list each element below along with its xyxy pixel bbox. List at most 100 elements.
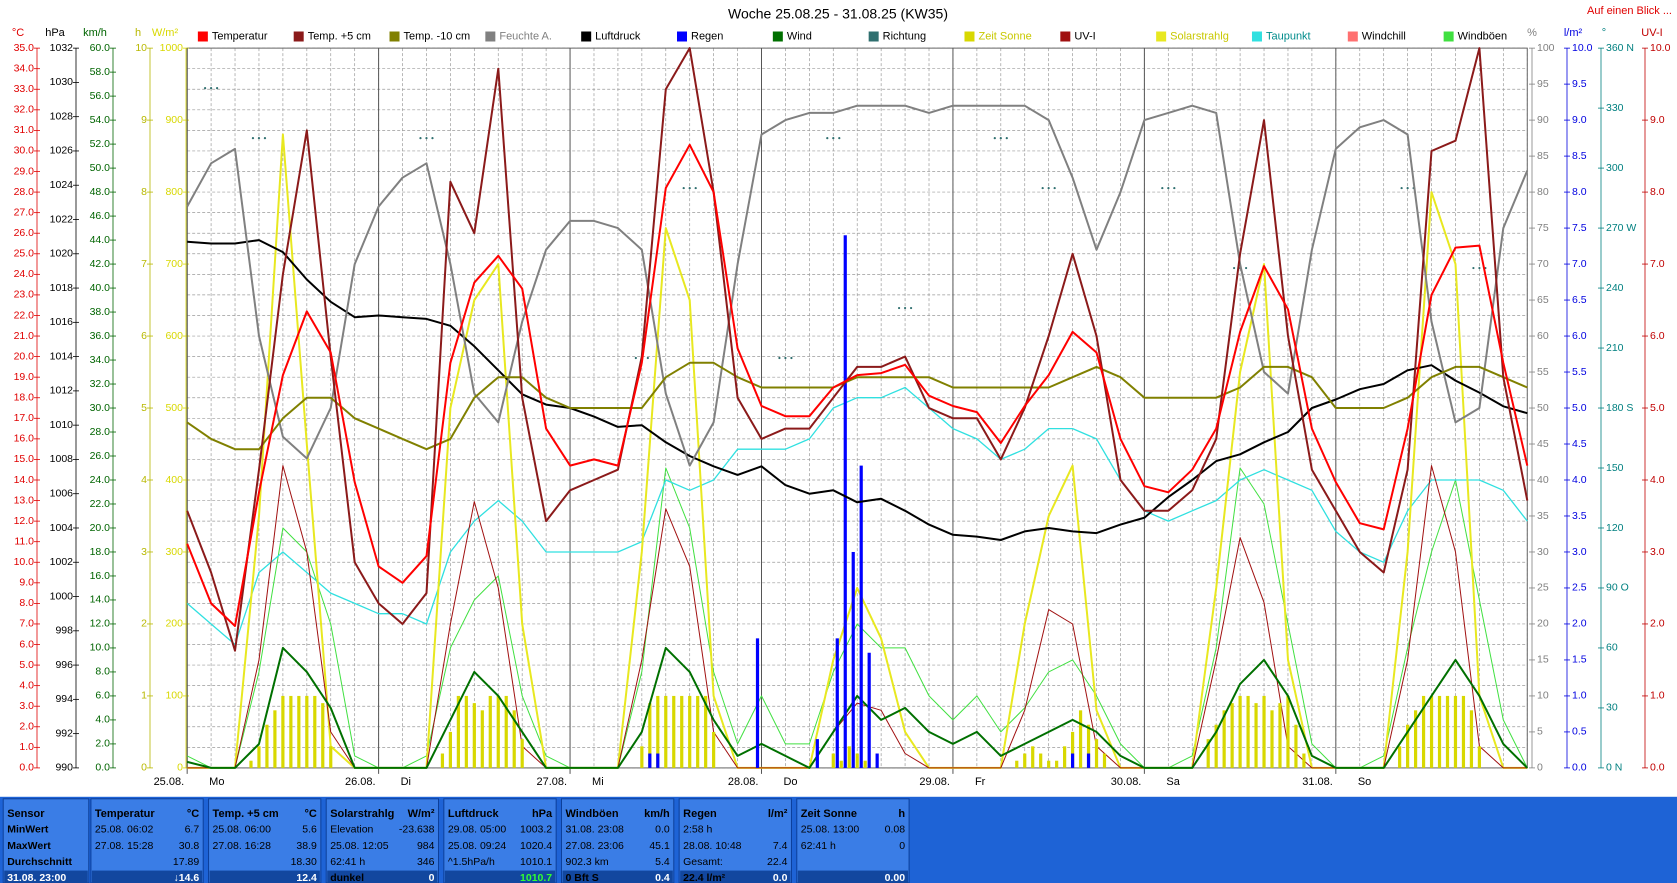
y-tick-label: 0.0: [1572, 762, 1587, 774]
y-tick-label: 330: [1606, 102, 1624, 114]
y-tick-label: 3.0: [1572, 546, 1587, 558]
legend-swatch: [677, 31, 688, 42]
bar: [1429, 695, 1434, 768]
direction-dot: [634, 356, 637, 360]
table-cell: 31.08. 23:00: [7, 872, 66, 883]
y-tick-label: 30.0: [90, 402, 111, 414]
table-cell: Durchschnitt: [7, 856, 72, 868]
y-tick-label: 0: [1537, 762, 1543, 774]
y-tick-label: 70: [1537, 258, 1549, 270]
y-tick-label: 25: [1537, 582, 1549, 594]
table-cell-value: 7.4: [773, 840, 788, 852]
y-tick-label: 8: [141, 186, 147, 198]
bar: [1461, 695, 1466, 768]
y-tick-label: 1018: [50, 282, 74, 294]
y-tick-label: 10: [135, 42, 147, 54]
series-line: [187, 239, 1528, 541]
bar: [273, 710, 277, 768]
y-tick-label: 38.0: [90, 306, 111, 318]
direction-dot: [1245, 266, 1248, 270]
y-tick-label: 42.0: [90, 258, 111, 270]
table-cell-value: 0.0: [655, 824, 670, 836]
legend-label: Windböen: [1458, 30, 1508, 42]
axis-unit: h: [135, 27, 141, 39]
axis-unit: %: [1527, 27, 1537, 39]
table-cell: 902.3 km: [565, 856, 608, 868]
y-tick-label: 95: [1537, 78, 1549, 90]
y-tick-label: 400: [165, 474, 183, 486]
legend-label: Regen: [691, 30, 723, 42]
bar: [1453, 695, 1458, 768]
bar: [1086, 753, 1091, 768]
y-tick-label: 32.0: [14, 104, 35, 116]
table-cell-value: 30.8: [179, 840, 200, 852]
table-column: [208, 798, 322, 883]
y-tick-label: 80: [1537, 186, 1549, 198]
y-tick-label: 2: [141, 618, 147, 630]
bar: [1421, 695, 1426, 768]
bar: [1086, 724, 1091, 768]
y-tick-label: 54.0: [90, 114, 111, 126]
bar: [1262, 695, 1266, 768]
bar: [656, 695, 660, 768]
y-tick-label: 0.5: [1572, 726, 1587, 738]
y-tick-label: 1.5: [1572, 654, 1587, 666]
axis-unit: °: [1602, 27, 1606, 39]
direction-dot: [1173, 186, 1176, 190]
y-tick-label: 30: [1606, 702, 1618, 714]
table-cell-value: 0.0: [773, 872, 788, 883]
table-header-unit: km/h: [644, 808, 670, 820]
y-tick-label: 18.0: [90, 546, 111, 558]
axis-unit: °C: [12, 27, 24, 39]
table-cell: 27.08. 16:28: [213, 840, 272, 852]
y-tick-label: 4.0: [19, 679, 34, 691]
bar: [1230, 703, 1234, 768]
overview-link[interactable]: Auf einen Blick ...: [1587, 5, 1672, 17]
bar: [851, 551, 855, 768]
legend-label: Wind: [787, 30, 812, 42]
direction-dot: [790, 356, 793, 360]
bar: [1070, 731, 1075, 768]
bar: [680, 695, 684, 768]
y-tick-label: 120: [1606, 522, 1624, 534]
table-cell-value: ↓14.6: [174, 872, 200, 883]
y-tick-label: 34.0: [90, 354, 111, 366]
direction-dot: [1005, 137, 1008, 140]
bar: [640, 746, 644, 768]
direction-dot: [263, 137, 267, 140]
y-tick-label: 17.0: [14, 412, 35, 424]
legend-label: Zeit Sonne: [978, 30, 1031, 42]
y-tick-label: 700: [165, 258, 183, 270]
table-header-unit: hPa: [532, 808, 553, 820]
bar: [329, 746, 333, 768]
y-tick-label: 3: [141, 546, 147, 558]
bar: [504, 695, 508, 768]
y-tick-label: 990: [55, 762, 73, 774]
legend-swatch: [197, 31, 208, 42]
table-cell: 28.08. 10:48: [683, 840, 742, 852]
table-cell: 29.08. 05:00: [448, 824, 507, 836]
table-cell-value: 12.4: [296, 872, 317, 883]
bar: [1206, 739, 1210, 768]
series-line: [186, 467, 1528, 769]
y-tick-label: 46.0: [90, 210, 111, 222]
y-tick-label: 9: [141, 114, 147, 126]
y-tick-label: 21.0: [14, 330, 35, 342]
bar: [648, 703, 652, 768]
axis-unit: km/h: [83, 27, 107, 39]
y-tick-label: 150: [1606, 462, 1624, 474]
y-tick-label: 210: [1606, 342, 1624, 354]
y-tick-label: 0 N: [1606, 762, 1622, 774]
y-tick-label: 55: [1537, 366, 1549, 378]
y-tick-label: 800: [165, 186, 183, 198]
bar: [839, 760, 843, 768]
direction-dot: [832, 137, 835, 140]
bar: [867, 652, 871, 768]
table-cell-value: 346: [417, 856, 435, 868]
y-tick-label: 10: [1537, 690, 1549, 702]
table-column: [325, 798, 440, 883]
y-tick-label: 35: [1537, 510, 1549, 522]
y-tick-label: 35.0: [14, 42, 35, 54]
y-tick-label: 6.0: [95, 690, 110, 702]
direction-dot: [1472, 266, 1475, 270]
